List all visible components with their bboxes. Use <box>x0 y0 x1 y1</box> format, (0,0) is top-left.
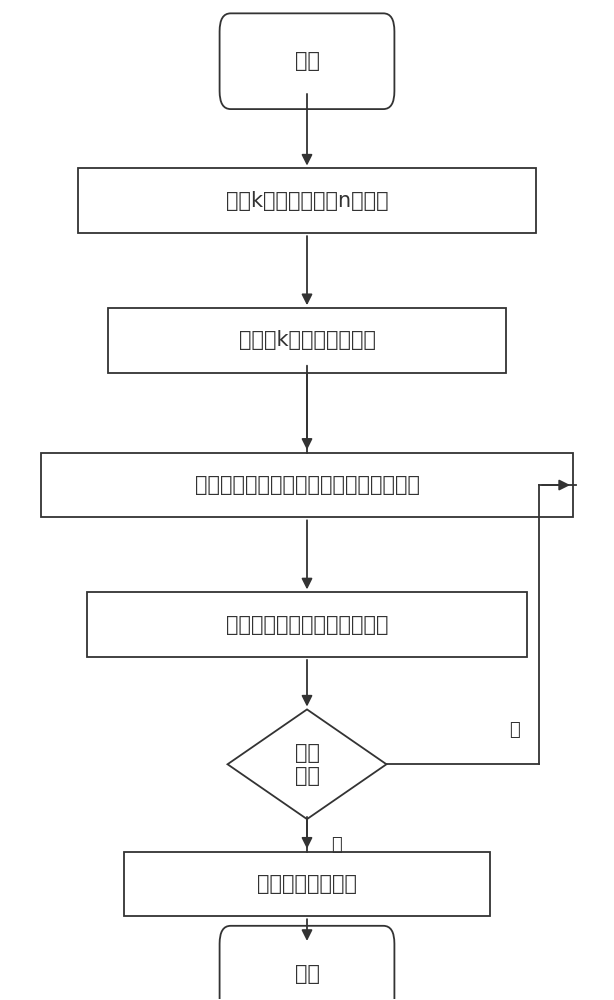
Bar <box>87 592 527 657</box>
Polygon shape <box>228 709 386 819</box>
Text: 重新计算各个子阵聚类的中心: 重新计算各个子阵聚类的中心 <box>226 615 388 635</box>
Text: 初始化k个子阵聚类中心: 初始化k个子阵聚类中心 <box>238 330 376 350</box>
Bar <box>108 308 506 373</box>
Bar <box>78 168 536 233</box>
Text: 分配各个阵元对象到距离最近的子阵类中: 分配各个阵元对象到距离最近的子阵类中 <box>195 475 419 495</box>
Text: 输入k个子阵个数，n个阵元: 输入k个子阵个数，n个阵元 <box>226 191 388 211</box>
FancyBboxPatch shape <box>220 13 394 109</box>
Bar <box>123 852 491 916</box>
FancyBboxPatch shape <box>220 926 394 1000</box>
Text: 是: 是 <box>332 836 342 854</box>
Text: 输出子阵划分结果: 输出子阵划分结果 <box>257 874 357 894</box>
Text: 结束: 结束 <box>295 964 319 984</box>
Text: 是否
收敛: 是否 收敛 <box>295 743 319 786</box>
Text: 否: 否 <box>510 721 520 739</box>
Text: 开始: 开始 <box>295 51 319 71</box>
Bar <box>41 453 573 517</box>
